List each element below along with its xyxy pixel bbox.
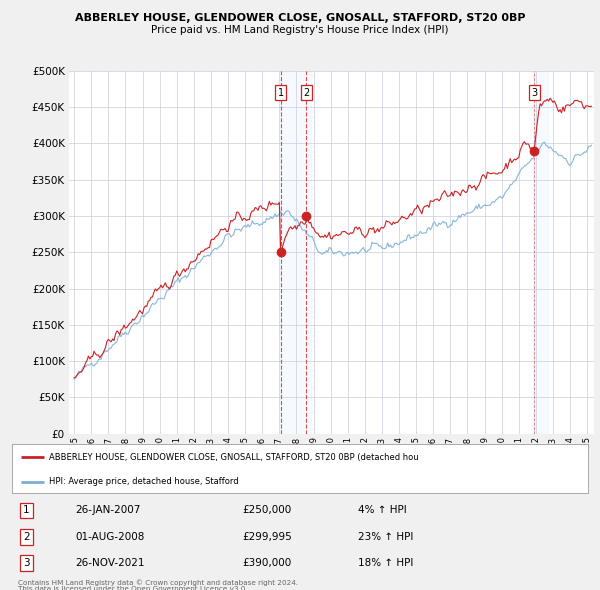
Text: £299,995: £299,995 <box>242 532 292 542</box>
Text: 3: 3 <box>23 558 30 568</box>
Text: ABBERLEY HOUSE, GLENDOWER CLOSE, GNOSALL, STAFFORD, ST20 0BP: ABBERLEY HOUSE, GLENDOWER CLOSE, GNOSALL… <box>75 13 525 23</box>
Text: 1: 1 <box>277 87 284 97</box>
Text: 23% ↑ HPI: 23% ↑ HPI <box>358 532 413 542</box>
Text: £390,000: £390,000 <box>242 558 292 568</box>
Bar <box>280 71 311 434</box>
Text: 2: 2 <box>23 532 30 542</box>
Text: Contains HM Land Registry data © Crown copyright and database right 2024.: Contains HM Land Registry data © Crown c… <box>18 579 298 586</box>
Text: 1: 1 <box>23 506 30 516</box>
Bar <box>533 71 548 434</box>
Text: Price paid vs. HM Land Registry's House Price Index (HPI): Price paid vs. HM Land Registry's House … <box>151 25 449 35</box>
Text: This data is licensed under the Open Government Licence v3.0.: This data is licensed under the Open Gov… <box>18 586 248 590</box>
Text: 01-AUG-2008: 01-AUG-2008 <box>76 532 145 542</box>
Text: 4% ↑ HPI: 4% ↑ HPI <box>358 506 406 516</box>
Text: ABBERLEY HOUSE, GLENDOWER CLOSE, GNOSALL, STAFFORD, ST20 0BP (detached hou: ABBERLEY HOUSE, GLENDOWER CLOSE, GNOSALL… <box>49 453 419 462</box>
Text: 26-JAN-2007: 26-JAN-2007 <box>76 506 141 516</box>
Text: 18% ↑ HPI: 18% ↑ HPI <box>358 558 413 568</box>
Text: HPI: Average price, detached house, Stafford: HPI: Average price, detached house, Staf… <box>49 477 239 486</box>
Text: £250,000: £250,000 <box>242 506 292 516</box>
Text: 3: 3 <box>531 87 537 97</box>
Text: 26-NOV-2021: 26-NOV-2021 <box>76 558 145 568</box>
Text: 2: 2 <box>303 87 310 97</box>
